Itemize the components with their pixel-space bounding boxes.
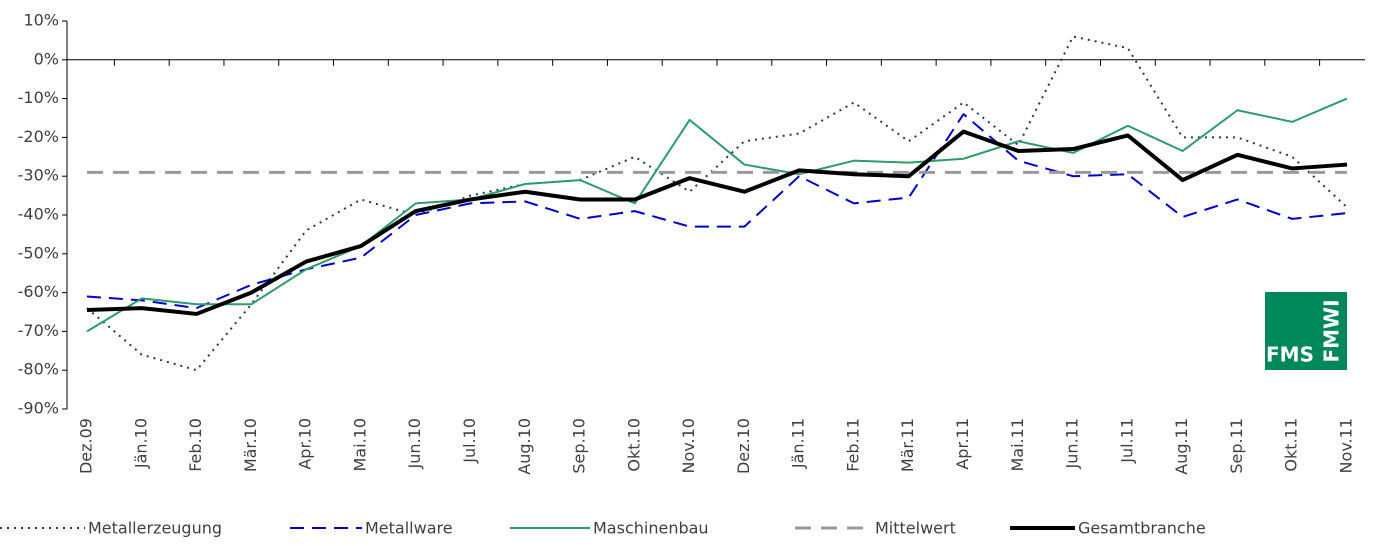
x-tick-label: Mär.11 <box>898 418 917 472</box>
y-tick-label: -70% <box>18 321 59 340</box>
y-tick-label: 0% <box>34 49 59 68</box>
x-tick-label: Jän.11 <box>789 418 808 469</box>
x-tick-label: Okt.11 <box>1282 418 1301 472</box>
legend-label: Metallerzeugung <box>88 519 222 538</box>
legend-label: Gesamtbranche <box>1078 519 1206 538</box>
y-tick-label: -30% <box>18 166 59 185</box>
x-tick-label: Apr.10 <box>296 418 315 470</box>
x-tick-label: Jun.11 <box>1063 418 1082 469</box>
x-tick-label: Jul.11 <box>1117 418 1136 464</box>
y-tick-label: -80% <box>18 360 59 379</box>
x-tick-label: Aug.10 <box>515 418 534 475</box>
line-series <box>86 35 1348 372</box>
y-tick-label: 10% <box>23 11 59 30</box>
y-tick-label: -90% <box>18 399 59 418</box>
x-tick-label: Mai.11 <box>1008 418 1027 472</box>
x-tick-label: Dez.10 <box>734 418 753 474</box>
y-tick-label: -20% <box>18 127 59 146</box>
x-tick-label: Dez.09 <box>77 418 96 474</box>
x-tick-label: Aug.11 <box>1172 418 1191 475</box>
x-tick-label: Mai.10 <box>350 418 369 472</box>
x-tick-label: Sep.11 <box>1227 418 1246 474</box>
x-tick-label: Nov.11 <box>1337 418 1356 473</box>
y-tick-label: -40% <box>18 205 59 224</box>
x-tick-label: Apr.11 <box>953 418 972 470</box>
y-tick-label: -10% <box>18 88 59 107</box>
line-series <box>86 97 1348 333</box>
legend-label: Mittelwert <box>875 519 956 538</box>
line-series <box>86 113 1348 310</box>
legend-label: Maschinenbau <box>593 519 709 538</box>
x-tick-label: Jul.10 <box>460 418 479 464</box>
logo-text: FMS <box>1266 343 1314 367</box>
legend-label: Metallware <box>365 519 453 538</box>
y-tick-label: -60% <box>18 282 59 301</box>
x-tick-label: Jän.10 <box>131 418 150 469</box>
logo <box>1265 292 1347 370</box>
line-series <box>86 129 1348 316</box>
x-tick-label: Sep.10 <box>570 418 589 474</box>
x-tick-label: Nov.10 <box>679 418 698 473</box>
x-tick-label: Jun.10 <box>405 418 424 469</box>
x-tick-label: Mär.10 <box>241 418 260 472</box>
x-tick-label: Feb.10 <box>186 418 205 472</box>
x-tick-label: Okt.10 <box>624 418 643 472</box>
logo-text: FMWI <box>1320 299 1344 362</box>
y-tick-label: -50% <box>18 243 59 262</box>
x-tick-label: Feb.11 <box>843 418 862 472</box>
